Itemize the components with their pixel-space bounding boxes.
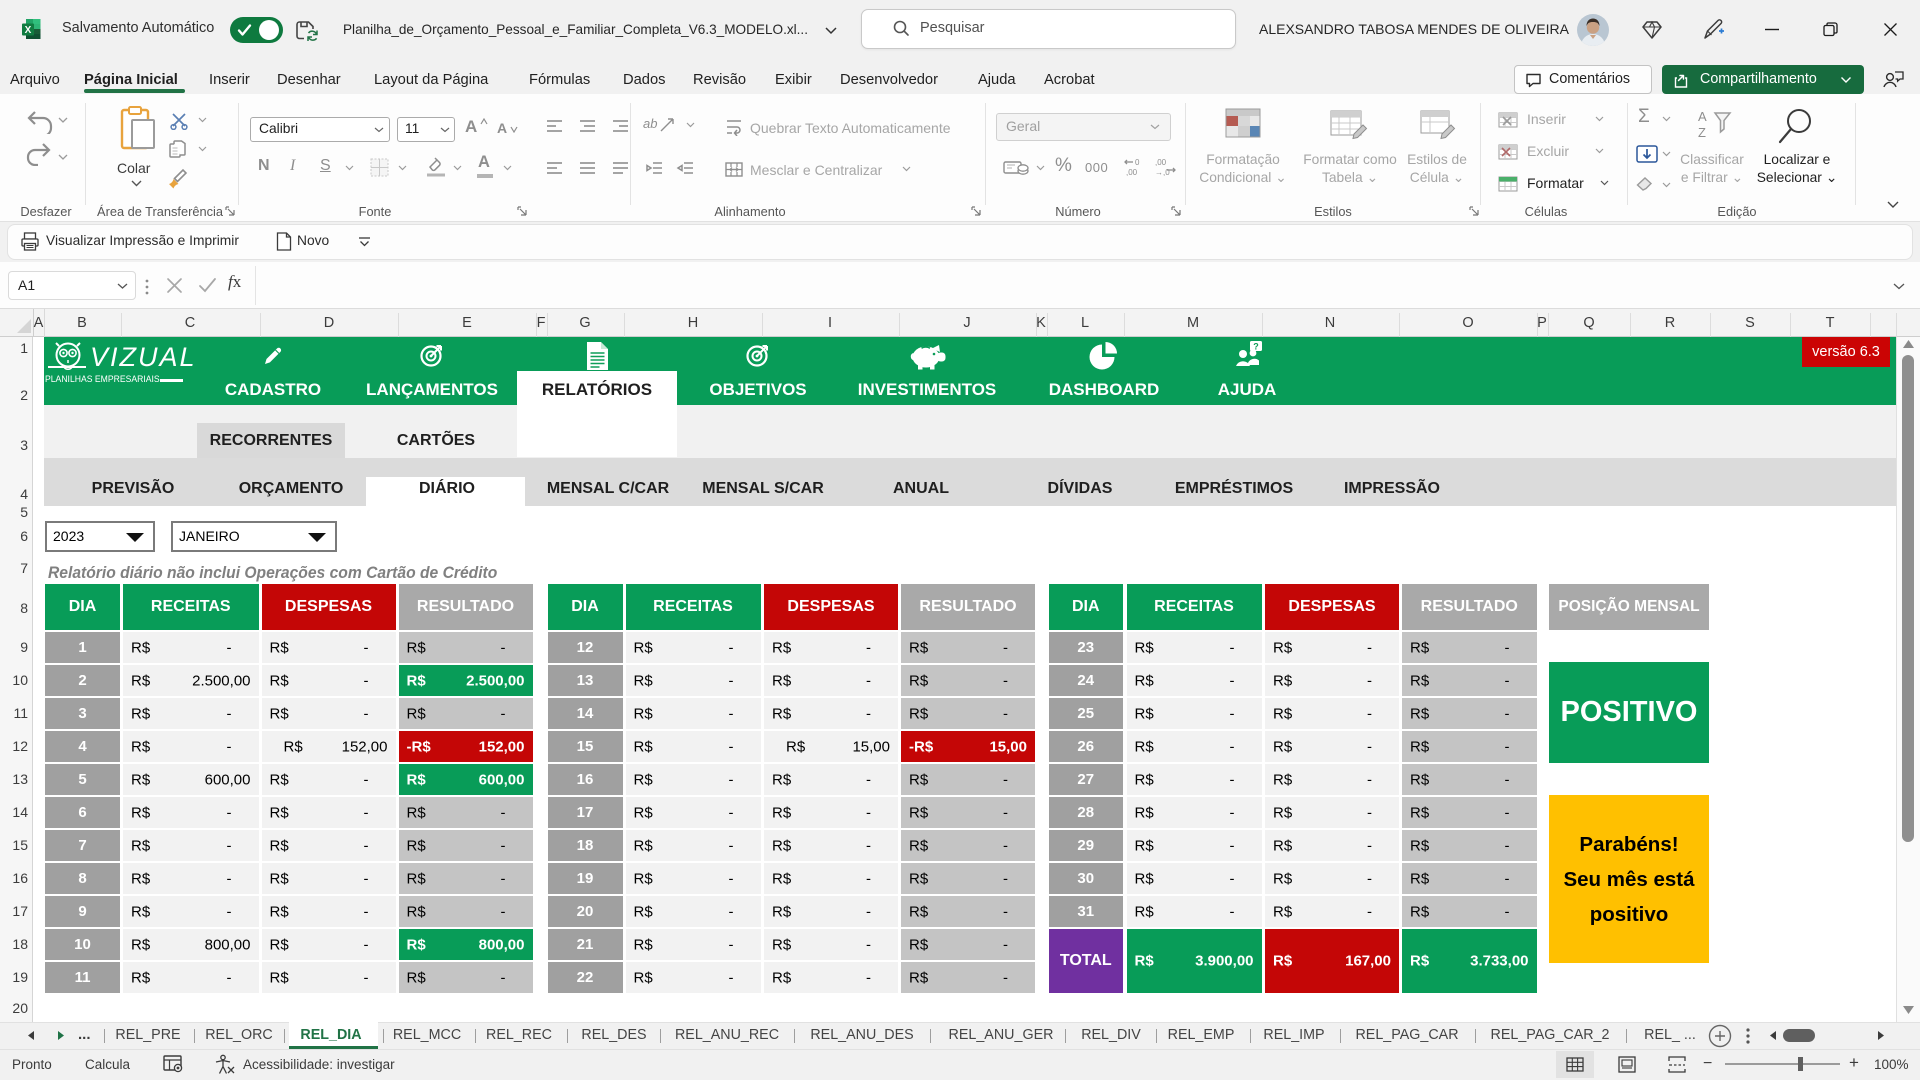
svg-text:,00: ,00: [1155, 158, 1167, 167]
svg-text:X: X: [25, 25, 32, 36]
svg-text:?: ?: [1253, 342, 1259, 352]
svg-text:0: 0: [1135, 158, 1140, 167]
svg-text:,00: ,00: [1126, 168, 1138, 177]
svg-text:Z: Z: [1698, 125, 1706, 140]
svg-text:→,0: →,0: [1155, 168, 1170, 177]
svg-text:A: A: [1698, 109, 1707, 124]
